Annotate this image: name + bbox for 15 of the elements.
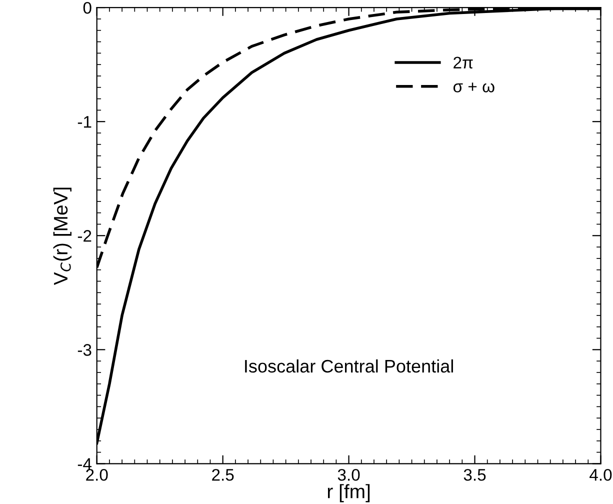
x-tick-label: 4.0 — [590, 468, 612, 481]
y-tick-label: -3 — [78, 344, 92, 356]
annotation: Isoscalar Central Potential — [245, 359, 453, 373]
legend-label: σ + ω — [453, 82, 494, 92]
y-tick-label: -2 — [78, 230, 92, 242]
legend-label: 2π — [454, 56, 473, 69]
x-axis-title: r [fm] — [328, 484, 370, 502]
x-tick-label: 2.5 — [212, 468, 234, 481]
y-tick-label: -1 — [78, 116, 92, 128]
x-tick-label: 3.0 — [338, 468, 360, 481]
y-tick-label: -4 — [78, 458, 92, 470]
x-tick-label: 3.5 — [464, 468, 486, 481]
y-tick-label: 0 — [83, 2, 92, 14]
y-axis-title: V$_{C}$(r) [MeV] — [53, 188, 72, 286]
x-tick-label: 2.0 — [86, 468, 108, 481]
